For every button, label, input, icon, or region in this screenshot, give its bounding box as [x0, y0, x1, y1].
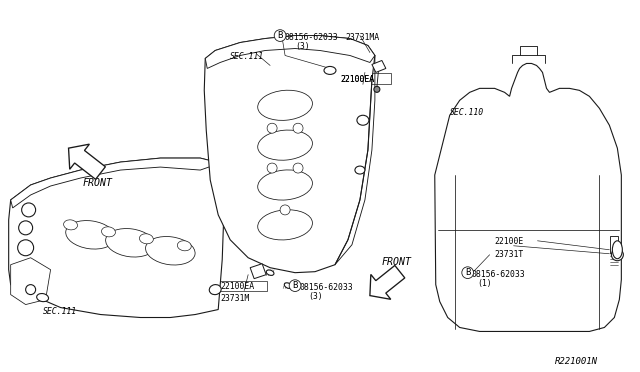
Ellipse shape: [106, 228, 155, 257]
Text: 22100E: 22100E: [495, 237, 524, 246]
Circle shape: [19, 221, 33, 235]
Ellipse shape: [258, 210, 312, 240]
Circle shape: [267, 163, 277, 173]
Ellipse shape: [36, 294, 49, 302]
Ellipse shape: [324, 67, 336, 74]
Text: R221001N: R221001N: [554, 357, 598, 366]
Polygon shape: [370, 266, 405, 299]
FancyBboxPatch shape: [220, 280, 267, 291]
Ellipse shape: [63, 220, 77, 230]
Circle shape: [267, 123, 277, 133]
Text: 22100EA: 22100EA: [340, 76, 374, 84]
Ellipse shape: [266, 270, 274, 275]
Ellipse shape: [66, 221, 115, 249]
Ellipse shape: [145, 237, 195, 265]
Polygon shape: [11, 158, 220, 208]
Text: SEC.110: SEC.110: [450, 108, 484, 117]
Text: 23731T: 23731T: [495, 250, 524, 259]
Ellipse shape: [357, 115, 369, 125]
Text: 08156-62033: 08156-62033: [299, 283, 353, 292]
Polygon shape: [205, 36, 375, 68]
Text: (3): (3): [295, 42, 310, 51]
Text: (3): (3): [308, 292, 323, 301]
Circle shape: [22, 203, 36, 217]
Circle shape: [26, 285, 36, 295]
Circle shape: [280, 205, 290, 215]
Text: FRONT: FRONT: [382, 257, 412, 267]
Ellipse shape: [258, 170, 312, 200]
Text: SEC.111: SEC.111: [230, 51, 264, 61]
Polygon shape: [250, 264, 266, 279]
Text: (1): (1): [477, 279, 492, 288]
Circle shape: [18, 240, 34, 256]
Polygon shape: [372, 61, 386, 73]
Circle shape: [611, 249, 623, 261]
Ellipse shape: [355, 166, 365, 174]
Ellipse shape: [612, 241, 622, 259]
Ellipse shape: [102, 227, 115, 237]
Polygon shape: [204, 36, 375, 273]
Polygon shape: [68, 144, 106, 179]
Polygon shape: [435, 64, 621, 331]
Text: FRONT: FRONT: [83, 178, 113, 188]
Text: 23731MA: 23731MA: [345, 33, 379, 42]
Text: 22100EA: 22100EA: [220, 282, 254, 291]
Circle shape: [374, 86, 380, 92]
Polygon shape: [9, 158, 225, 318]
Text: 08156-62033: 08156-62033: [284, 33, 338, 42]
Ellipse shape: [284, 283, 292, 288]
Polygon shape: [11, 258, 51, 305]
Ellipse shape: [140, 234, 154, 244]
Text: 23731M: 23731M: [220, 294, 250, 302]
Circle shape: [293, 123, 303, 133]
Text: SEC.111: SEC.111: [43, 307, 77, 315]
Ellipse shape: [258, 90, 312, 121]
Circle shape: [293, 163, 303, 173]
Polygon shape: [611, 236, 618, 253]
FancyBboxPatch shape: [493, 236, 538, 246]
Text: B: B: [465, 268, 470, 277]
Ellipse shape: [258, 130, 312, 160]
Text: B: B: [292, 281, 298, 290]
Text: B: B: [277, 31, 283, 40]
Ellipse shape: [209, 285, 221, 295]
FancyBboxPatch shape: [339, 73, 391, 84]
Ellipse shape: [177, 241, 191, 251]
Text: 08156-62033: 08156-62033: [472, 270, 525, 279]
Text: 22100EA: 22100EA: [340, 76, 374, 84]
